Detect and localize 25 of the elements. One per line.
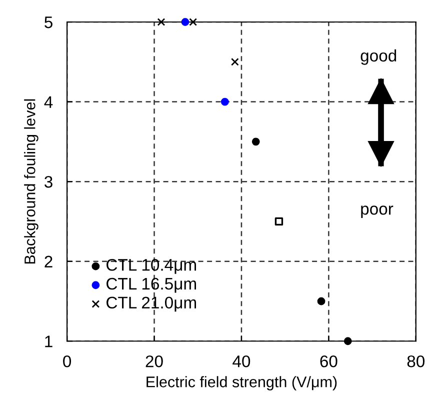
point — [317, 297, 326, 306]
x-tick-label: 60 — [320, 355, 338, 368]
point — [344, 337, 352, 346]
point — [230, 58, 239, 66]
y-tick-label: 3 — [44, 176, 52, 188]
x-tick-label: 0 — [63, 355, 72, 368]
x-axis-title: Electric field strength (V/μm) — [146, 376, 337, 390]
y-tick-label: 4 — [44, 96, 53, 108]
annotation: poor — [361, 206, 394, 218]
y-axis-title: Background fouling level — [24, 99, 38, 264]
x-tick-label: 40 — [232, 355, 250, 368]
annotation: good — [360, 49, 396, 65]
point — [252, 138, 260, 146]
y-tick-label: 2 — [44, 256, 52, 268]
point — [157, 18, 166, 26]
y-tick-label: 1 — [45, 336, 52, 348]
legend-label: CTL 10.4μm — [106, 259, 196, 274]
legend-label: CTL 21.0μm — [106, 296, 196, 312]
point — [220, 98, 229, 106]
legend-label: CTL 16.5μm — [106, 278, 196, 293]
point — [181, 18, 190, 26]
x-tick-label: 20 — [146, 355, 163, 368]
point — [274, 217, 284, 226]
y-tick-label: 5 — [44, 16, 52, 28]
x-tick-label: 80 — [407, 355, 425, 368]
